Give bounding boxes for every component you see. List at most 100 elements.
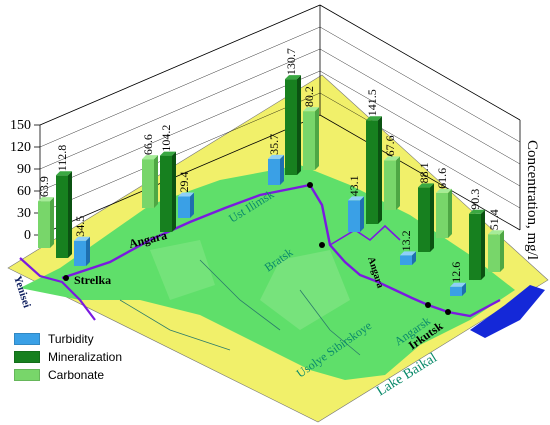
river-yenisei bbox=[19, 257, 96, 321]
bars-layer: 34.5 112.8 63.9 29.4 104.2 66.6 35.7 130.7 80.2 4… bbox=[37, 48, 504, 296]
data-label-turbidity: 12.6 bbox=[449, 262, 463, 283]
bar-side-mineralization bbox=[481, 209, 485, 280]
gridline bbox=[319, 4, 521, 121]
bar-top-turbidity bbox=[268, 154, 284, 159]
data-label-carbonate: 67.6 bbox=[383, 135, 397, 156]
bar-turbidity bbox=[268, 158, 280, 185]
bar-mineralization bbox=[366, 120, 378, 224]
gridline bbox=[39, 48, 321, 170]
bar-mineralization bbox=[285, 79, 297, 175]
data-label-mineralization: 88.1 bbox=[417, 162, 431, 183]
station-dot-ust-ilimsk bbox=[307, 182, 313, 188]
y-axis: 0 30 60 90 120 150 bbox=[10, 118, 40, 243]
bar-side-turbidity bbox=[462, 282, 466, 296]
bar-side-turbidity bbox=[360, 196, 364, 232]
bar-mineralization bbox=[160, 155, 172, 232]
data-label-mineralization: 130.7 bbox=[284, 48, 298, 75]
bar-top-mineralization bbox=[469, 209, 485, 214]
bar-turbidity bbox=[400, 255, 412, 265]
y-tick-label: 60 bbox=[17, 184, 31, 199]
gridline bbox=[39, 92, 321, 214]
legend-swatch-mineralization bbox=[14, 351, 40, 363]
bar-turbidity bbox=[348, 200, 360, 232]
y-tick-label: 150 bbox=[10, 118, 31, 133]
bar-side-carbonate bbox=[315, 107, 319, 170]
bar-top-carbonate bbox=[38, 197, 54, 202]
data-label-carbonate: 66.6 bbox=[141, 134, 155, 155]
data-label-carbonate: 61.6 bbox=[435, 168, 449, 189]
gridline bbox=[319, 92, 521, 209]
gridline bbox=[319, 26, 521, 143]
bar-carbonate bbox=[384, 160, 396, 210]
data-label-carbonate: 63.9 bbox=[37, 176, 51, 197]
label-yenisei: Yenisei bbox=[11, 274, 33, 309]
y-axis-title: Concentration, mg/l bbox=[524, 140, 540, 260]
station-dot-irkutsk bbox=[445, 309, 451, 315]
station-markers bbox=[63, 182, 451, 315]
bar-side-carbonate bbox=[50, 197, 54, 248]
bar-top-carbonate bbox=[303, 107, 319, 112]
bar-side-carbonate bbox=[154, 155, 158, 208]
bar-top-carbonate bbox=[142, 155, 158, 160]
bar-carbonate bbox=[436, 192, 448, 238]
legend-swatch-turbidity bbox=[14, 333, 40, 345]
y-tick-label: 30 bbox=[17, 206, 31, 221]
map-region-light bbox=[260, 250, 350, 330]
lake-baikal bbox=[470, 285, 545, 338]
bar-top-mineralization bbox=[285, 75, 301, 80]
map-region bbox=[20, 165, 515, 380]
bar-side-carbonate bbox=[396, 156, 400, 210]
station-dot-bratsk bbox=[319, 242, 325, 248]
gridline bbox=[39, 26, 321, 148]
bar-top-carbonate bbox=[436, 188, 452, 193]
bar-turbidity bbox=[178, 196, 190, 218]
map-region-light bbox=[150, 240, 215, 300]
legend: Turbidity Mineralization Carbonate bbox=[14, 330, 122, 384]
legend-label-turbidity: Turbidity bbox=[48, 332, 94, 346]
gridline bbox=[39, 4, 321, 126]
bar-side-turbidity bbox=[86, 236, 90, 266]
bar-carbonate bbox=[38, 201, 50, 248]
river-minor bbox=[119, 299, 231, 351]
bar-turbidity bbox=[450, 286, 462, 296]
bar-side-mineralization bbox=[68, 171, 72, 258]
bar-carbonate bbox=[488, 234, 500, 272]
y-tick-label: 0 bbox=[24, 228, 31, 243]
bar-turbidity bbox=[74, 240, 86, 266]
label-strelka: Strelka bbox=[74, 273, 111, 287]
data-label-carbonate: 80.2 bbox=[302, 86, 316, 107]
gridline bbox=[39, 70, 321, 192]
data-label-mineralization: 141.5 bbox=[365, 89, 379, 116]
gridline bbox=[319, 70, 521, 187]
bar-side-turbidity bbox=[190, 192, 194, 218]
data-label-mineralization: 112.8 bbox=[55, 145, 69, 172]
bar-top-mineralization bbox=[366, 116, 382, 121]
bar-top-carbonate bbox=[384, 156, 400, 161]
bar-side-mineralization bbox=[297, 75, 301, 175]
river-minor bbox=[199, 259, 281, 331]
legend-item-carbonate: Carbonate bbox=[14, 366, 122, 384]
bar-mineralization bbox=[56, 175, 68, 258]
data-label-turbidity: 13.2 bbox=[399, 230, 413, 251]
bar-top-turbidity bbox=[74, 236, 90, 241]
data-label-turbidity: 35.7 bbox=[267, 134, 281, 155]
bar-side-mineralization bbox=[172, 151, 176, 232]
gridlines bbox=[39, 4, 521, 214]
bar-top-turbidity bbox=[178, 192, 194, 197]
data-label-turbidity: 34.5 bbox=[73, 216, 87, 237]
river-minor bbox=[299, 289, 361, 356]
bar-mineralization bbox=[469, 213, 481, 280]
legend-item-mineralization: Mineralization bbox=[14, 348, 122, 366]
bar-top-carbonate bbox=[488, 230, 504, 235]
legend-swatch-carbonate bbox=[14, 369, 40, 381]
bar-top-mineralization bbox=[160, 151, 176, 156]
river-tributary bbox=[329, 224, 401, 246]
bar-top-mineralization bbox=[418, 183, 434, 188]
bar-top-turbidity bbox=[400, 251, 416, 256]
bar-carbonate bbox=[142, 159, 154, 208]
bar-top-mineralization bbox=[56, 171, 72, 176]
station-dot-angarsk bbox=[425, 302, 431, 308]
bar-side-mineralization bbox=[430, 183, 434, 252]
legend-item-turbidity: Turbidity bbox=[14, 330, 122, 348]
